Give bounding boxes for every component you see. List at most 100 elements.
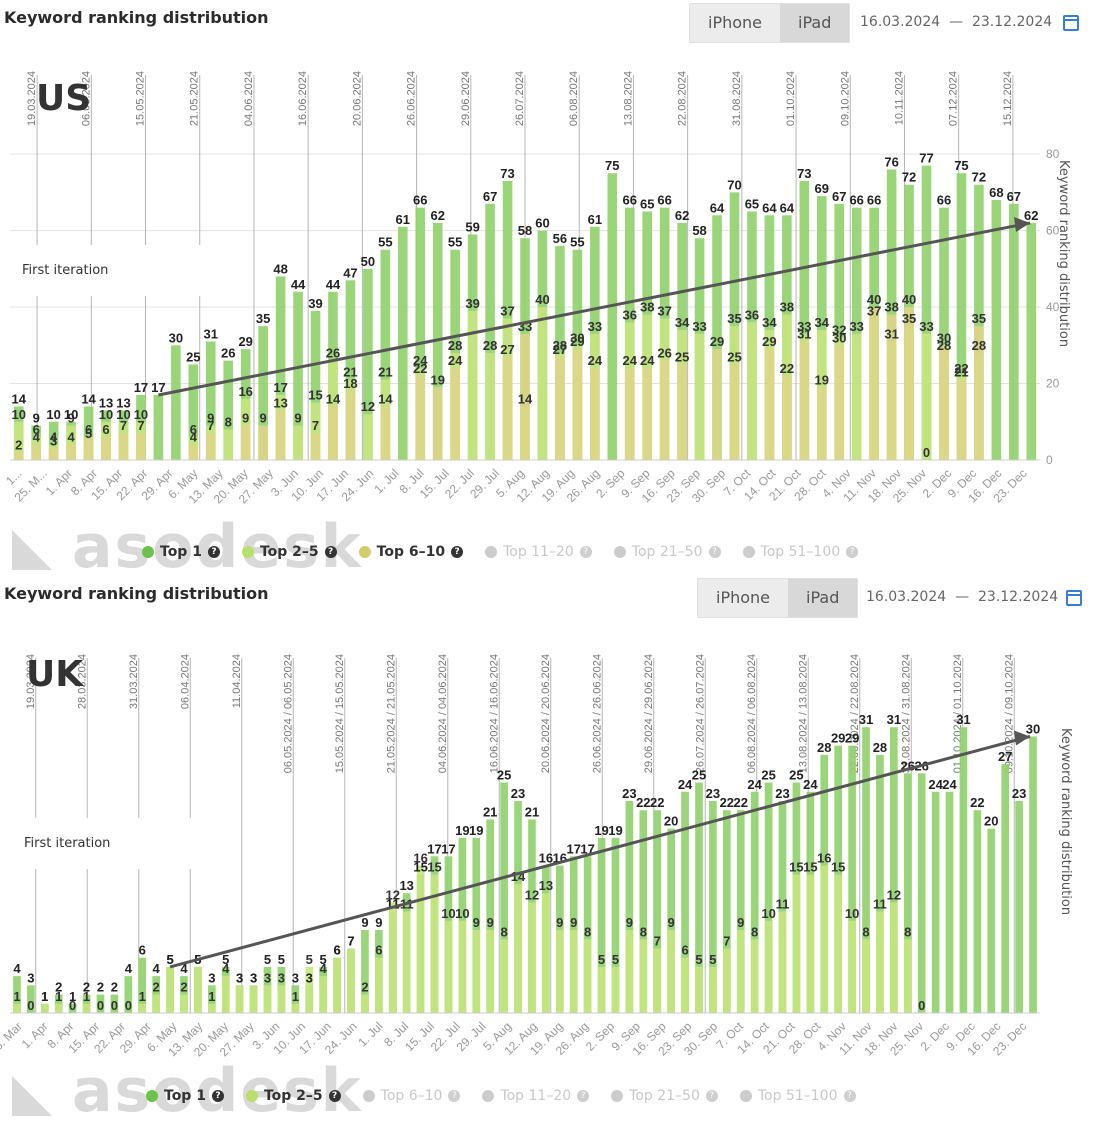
legend-item[interactable]: Top 2–5? xyxy=(241,544,337,560)
bar xyxy=(502,356,513,460)
iphone-tab[interactable]: iPhone xyxy=(708,13,763,32)
data-label: 28 xyxy=(972,338,986,353)
data-label: 31 xyxy=(204,326,218,341)
bar xyxy=(458,920,467,1013)
data-label: 6 xyxy=(681,943,688,958)
data-label: 7 xyxy=(207,418,214,433)
bar xyxy=(66,444,76,460)
legend: Top 1? Top 2–5? Top 6–10? Top 11–20? Top 21–… xyxy=(142,544,859,560)
data-label: 65 xyxy=(640,196,654,211)
bar xyxy=(375,957,383,1013)
legend-item[interactable]: Top 21–50? xyxy=(611,1088,718,1104)
help-icon[interactable]: ? xyxy=(846,546,859,558)
help-icon[interactable]: ? xyxy=(207,546,220,558)
legend-item[interactable]: Top 51–100? xyxy=(742,544,859,560)
bar xyxy=(1029,736,1037,1013)
data-label: 25 xyxy=(497,768,511,783)
data-label: 64 xyxy=(762,200,777,215)
legend-item[interactable]: Top 21–50? xyxy=(613,544,721,560)
bar xyxy=(500,782,508,1013)
data-label: 39 xyxy=(465,296,479,311)
calendar-icon[interactable] xyxy=(1066,590,1082,606)
bar xyxy=(987,828,996,1013)
data-label: 30 xyxy=(937,330,951,345)
legend-item[interactable]: Top 6–10? xyxy=(358,544,464,560)
data-label: 32 xyxy=(832,323,846,338)
data-label: 2 xyxy=(361,980,368,995)
help-icon[interactable]: ? xyxy=(705,1090,718,1102)
data-label: 66 xyxy=(937,193,951,208)
data-label: 19 xyxy=(455,823,469,838)
data-label: 67 xyxy=(483,189,497,204)
bar xyxy=(904,307,914,460)
iphone-tab[interactable]: iPhone xyxy=(716,588,771,607)
help-icon[interactable]: ? xyxy=(324,546,337,558)
legend-item[interactable]: Top 11–20? xyxy=(485,544,592,560)
data-label: 23 xyxy=(1012,786,1026,801)
bar xyxy=(207,985,216,1013)
data-label: 24 xyxy=(588,353,603,368)
data-label: 9 xyxy=(556,915,563,930)
legend-item[interactable]: Top 11–20? xyxy=(482,1088,590,1104)
bar xyxy=(205,433,216,460)
data-label: 33 xyxy=(692,319,706,334)
date-range[interactable]: 16.03.2024 — 23.12.2024 xyxy=(860,3,1052,41)
data-label: 55 xyxy=(570,235,584,250)
legend-item[interactable]: Top 2–5? xyxy=(245,1088,341,1104)
data-label: 25 xyxy=(761,768,775,783)
bar xyxy=(258,326,268,460)
calendar-icon[interactable] xyxy=(1063,15,1079,31)
data-label: 4 xyxy=(222,961,230,976)
version-marker-label: 22.08.2024 / 22.08.2024 xyxy=(849,654,861,773)
legend-dot-icon xyxy=(142,546,154,558)
data-label: 9 xyxy=(570,915,577,930)
help-icon[interactable]: ? xyxy=(843,1090,856,1102)
legend-item[interactable]: Top 1? xyxy=(142,544,220,560)
data-label: 13 xyxy=(399,878,413,893)
bar xyxy=(345,280,356,460)
help-icon[interactable]: ? xyxy=(451,546,464,558)
help-icon[interactable]: ? xyxy=(577,1090,590,1102)
date-from: 16.03.2024 xyxy=(860,14,941,30)
ipad-tab[interactable]: iPad xyxy=(788,579,858,617)
data-label: 38 xyxy=(884,300,898,315)
legend-item[interactable]: Top 51–100? xyxy=(739,1088,856,1104)
legend-label: Top 2–5 xyxy=(259,544,319,560)
data-label: 5 xyxy=(320,952,327,967)
bar xyxy=(486,819,495,1013)
bar xyxy=(653,810,662,1013)
bar xyxy=(363,414,373,460)
help-icon[interactable]: ? xyxy=(328,1090,341,1102)
data-label: 2 xyxy=(15,437,22,452)
help-icon[interactable]: ? xyxy=(579,546,592,558)
bar xyxy=(694,333,705,460)
ipad-tab[interactable]: iPad xyxy=(780,4,850,42)
legend-dot-icon xyxy=(245,1090,258,1102)
help-icon[interactable]: ? xyxy=(448,1090,461,1102)
legend: Top 1? Top 2–5? Top 6–10? Top 11–20? Top 21–… xyxy=(146,1088,856,1104)
data-label: 10 xyxy=(46,407,60,422)
help-icon[interactable]: ? xyxy=(211,1090,224,1102)
bar xyxy=(834,874,843,1013)
bar xyxy=(862,939,870,1013)
data-label: 15 xyxy=(789,860,803,875)
data-label: 73 xyxy=(500,166,514,181)
date-range[interactable]: 16.03.2024 — 23.12.2024 xyxy=(866,578,1058,616)
y-tick-label: 60 xyxy=(1046,224,1060,238)
bar xyxy=(83,437,94,460)
bar xyxy=(361,930,369,1013)
data-label: 62 xyxy=(1024,208,1038,223)
legend-item[interactable]: Top 1? xyxy=(146,1088,224,1104)
legend-item[interactable]: Top 6–10? xyxy=(362,1088,461,1104)
bar xyxy=(939,345,949,460)
y-tick-label: 20 xyxy=(1046,377,1060,391)
data-label: 76 xyxy=(884,154,898,169)
data-label: 67 xyxy=(1007,189,1021,204)
data-label: 3 xyxy=(264,970,271,985)
bar xyxy=(625,800,634,1013)
data-label: 12 xyxy=(361,399,375,414)
data-label: 28 xyxy=(483,338,497,353)
help-icon[interactable]: ? xyxy=(708,546,721,558)
data-label: 4 xyxy=(125,961,133,976)
data-label: 14 xyxy=(378,391,393,406)
